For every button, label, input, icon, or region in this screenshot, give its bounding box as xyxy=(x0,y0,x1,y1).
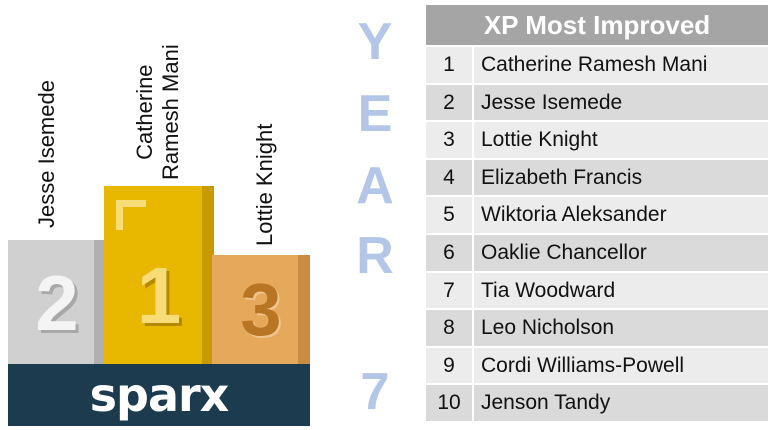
student-name-cell: Jesse Isemede xyxy=(474,84,768,121)
first-place-highlight xyxy=(116,200,146,230)
first-place-number: 1 xyxy=(136,251,182,340)
table-row: 10 Jenson Tandy xyxy=(426,383,768,421)
rank-cell: 4 xyxy=(426,159,474,196)
year-letter-y: Y xyxy=(357,13,393,71)
table-row: 6 Oaklie Chancellor xyxy=(426,232,768,271)
rank-cell: 8 xyxy=(426,310,474,346)
rank-cell: 5 xyxy=(426,197,474,233)
third-place-block: 3 xyxy=(212,255,310,364)
student-name-cell: Wiktoria Aleksander xyxy=(474,197,768,233)
podium: Jesse Isemede Catherine Ramesh Mani Lott… xyxy=(0,0,320,430)
table-title: XP Most Improved xyxy=(426,5,768,45)
year-letter-a: A xyxy=(356,157,394,215)
rank-cell: 7 xyxy=(426,272,474,309)
xp-most-improved-table: XP Most Improved 1 Catherine Ramesh Mani… xyxy=(426,5,768,421)
rank-cell: 6 xyxy=(426,234,474,271)
table-row: 2 Jesse Isemede xyxy=(426,82,768,121)
student-name-cell: Jenson Tandy xyxy=(474,385,768,421)
second-place-block: 2 xyxy=(8,240,106,364)
first-place-name: Catherine Ramesh Mani xyxy=(132,44,183,180)
student-name-cell: Elizabeth Francis xyxy=(474,159,768,196)
year-letter-r: R xyxy=(356,227,394,285)
student-name-cell: Cordi Williams-Powell xyxy=(474,347,768,384)
table-row: 5 Wiktoria Aleksander xyxy=(426,195,768,233)
sparx-logo: sparx xyxy=(8,364,310,426)
table-row: 4 Elizabeth Francis xyxy=(426,157,768,196)
student-name-cell: Tia Woodward xyxy=(474,272,768,309)
table-row: 9 Cordi Williams-Powell xyxy=(426,345,768,384)
year-label: Y E A R 7 xyxy=(345,0,405,430)
student-name-cell: Leo Nicholson xyxy=(474,310,768,346)
year-letter-e: E xyxy=(357,85,393,143)
second-place-number: 2 xyxy=(35,259,79,347)
table-row: 1 Catherine Ramesh Mani xyxy=(426,45,768,83)
rank-cell: 2 xyxy=(426,84,474,121)
year-number: 7 xyxy=(360,363,390,421)
student-name-cell: Lottie Knight xyxy=(474,122,768,158)
table-row: 8 Leo Nicholson xyxy=(426,308,768,346)
student-name-cell: Catherine Ramesh Mani xyxy=(474,47,768,83)
table-row: 3 Lottie Knight xyxy=(426,120,768,158)
rank-cell: 9 xyxy=(426,347,474,384)
first-place-block: 1 xyxy=(104,186,214,364)
third-place-number: 3 xyxy=(240,268,282,351)
table-body: 1 Catherine Ramesh Mani 2 Jesse Isemede … xyxy=(426,45,768,421)
rank-cell: 3 xyxy=(426,122,474,158)
student-name-cell: Oaklie Chancellor xyxy=(474,234,768,271)
rank-cell: 1 xyxy=(426,47,474,83)
brand-text: sparx xyxy=(89,368,230,422)
third-place-name: Lottie Knight xyxy=(252,123,277,246)
table-row: 7 Tia Woodward xyxy=(426,270,768,309)
rank-cell: 10 xyxy=(426,385,474,421)
second-place-name: Jesse Isemede xyxy=(34,80,59,228)
